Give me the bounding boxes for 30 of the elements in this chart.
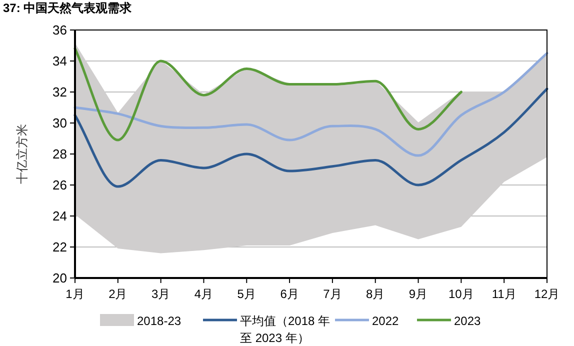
chart-title: 37: 中国天然气表观需求: [3, 1, 133, 15]
y-tick-label: 20: [52, 270, 67, 286]
y-tick-label: 22: [52, 240, 67, 254]
x-tick-label: 6月: [280, 287, 299, 301]
line-series: [74, 47, 462, 142]
y-tick-label: 34: [52, 54, 67, 68]
legend-label: 2023: [454, 314, 482, 328]
y-tick-label: 32: [52, 84, 67, 100]
line-series: [74, 88, 548, 188]
x-tick-label: 7月: [323, 287, 342, 301]
x-tick-label: 4月: [194, 287, 214, 301]
x-tick-label: 1月: [66, 287, 84, 301]
x-tick-label: 11月: [492, 287, 516, 301]
x-tick-label: 5月: [237, 287, 256, 301]
y-tick-label: 26: [52, 178, 67, 192]
x-tick-label: 12月: [534, 287, 560, 301]
legend-label: 2022: [372, 314, 400, 328]
y-tick-label: 28: [52, 146, 67, 162]
line-series: [74, 52, 548, 157]
x-tick-label: 2月: [108, 287, 128, 301]
x-tick-label: 10月: [448, 287, 474, 301]
y-tick-label: 24: [52, 208, 67, 224]
x-tick-label: 3月: [151, 287, 170, 301]
y-tick-label: 30: [52, 116, 67, 130]
x-tick-label: 8月: [366, 287, 385, 301]
x-tick-label: 9月: [408, 287, 428, 301]
legend-label: 平均值（2018 年至 2023 年）: [240, 314, 330, 345]
legend-label: 2018-23: [137, 314, 182, 328]
y-axis-title: 十亿立方米: [15, 124, 29, 184]
y-tick-label: 36: [52, 22, 67, 38]
